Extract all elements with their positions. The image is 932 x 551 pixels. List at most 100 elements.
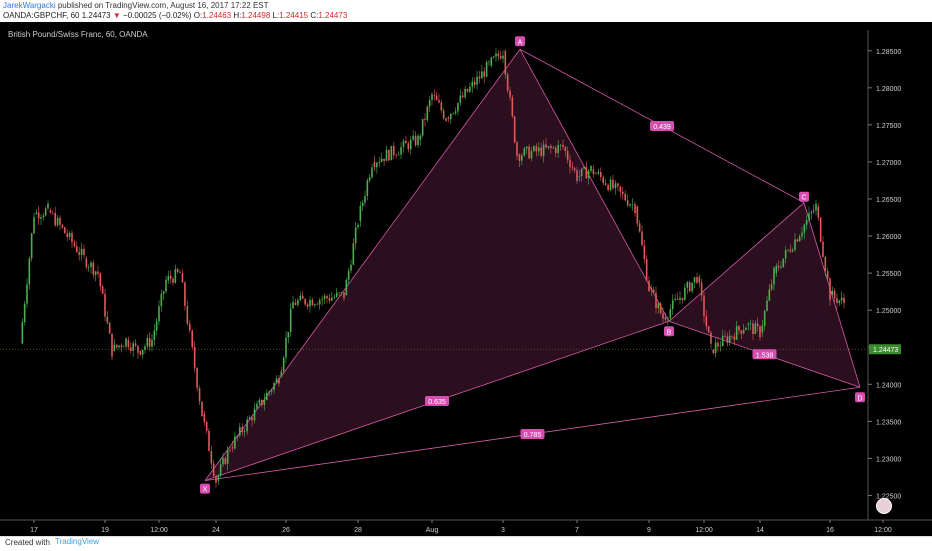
high-label: H: (233, 11, 242, 20)
y-tick-label: 1.23000 (876, 456, 901, 463)
candle-body (506, 74, 509, 91)
candle-body (756, 323, 759, 327)
candle-body (768, 289, 771, 301)
candle-body (139, 350, 142, 355)
author-link[interactable]: JarekWargacki (3, 1, 56, 10)
candle-body (35, 212, 38, 214)
candle-body (523, 148, 526, 156)
candle-body (376, 162, 378, 168)
candle-body (144, 346, 146, 350)
candle-body (224, 458, 227, 464)
candle-body (717, 342, 719, 347)
candle-body (309, 299, 311, 307)
candle-body (165, 279, 167, 292)
candle-body (85, 258, 88, 268)
candle-body (754, 323, 757, 334)
candle-body (304, 298, 306, 305)
candle-body (798, 236, 801, 242)
x-tick-label: 26 (282, 527, 290, 534)
candle-body (392, 145, 395, 156)
candle-body (186, 305, 189, 324)
candle-body (26, 284, 28, 304)
candle-body (80, 248, 83, 255)
candle-body (208, 430, 210, 451)
candle-body (454, 111, 457, 114)
candle-body (181, 273, 184, 283)
price-change: −0.00025 (−0.02%) (123, 11, 192, 20)
candle-body (343, 292, 345, 299)
candle-body (311, 299, 314, 306)
y-tick-label: 1.22500 (876, 493, 901, 500)
close-label: C: (310, 11, 319, 20)
x-tick-label: 19 (101, 527, 109, 534)
candle-body (155, 321, 158, 331)
candle-body (435, 95, 438, 101)
candle-body (801, 232, 803, 237)
candle-body (179, 271, 181, 273)
price-chart[interactable]: 1.28500 1.28000 1.27500 1.27000 1.26500 1.260… (0, 22, 932, 536)
candle-body (696, 277, 698, 283)
candle-body (614, 183, 617, 189)
candle-body (78, 252, 80, 255)
pattern-triangle-bcd (669, 202, 860, 388)
candle-body (810, 211, 813, 214)
candle-body (619, 186, 622, 192)
candle-body (674, 298, 676, 301)
candle-body (719, 346, 722, 347)
candle-body (796, 239, 799, 242)
candle-body (576, 170, 578, 182)
candle-body (68, 232, 71, 237)
candle-body (383, 158, 385, 161)
candle-body (782, 258, 785, 267)
candle-body (731, 335, 733, 337)
candle-body (125, 338, 127, 347)
candle-body (212, 463, 215, 476)
candle-body (681, 297, 684, 300)
chart-settings-icon[interactable] (876, 498, 892, 514)
candle-body (509, 90, 511, 98)
candle-body (545, 144, 547, 148)
candle-body (127, 339, 130, 348)
high-value: 1.24498 (241, 11, 271, 20)
candle-body (407, 143, 410, 150)
candle-body (481, 71, 483, 79)
candle-body (301, 295, 304, 299)
candle-body (745, 327, 747, 331)
pattern-point-badge (855, 392, 865, 403)
candle-body (28, 258, 31, 285)
candle-body (449, 113, 452, 120)
candle-body (445, 118, 447, 121)
candle-body (115, 344, 118, 348)
candle-body (471, 81, 474, 87)
candle-body (566, 151, 569, 160)
candle-body (583, 166, 585, 169)
candle-body (333, 296, 336, 298)
chart-area[interactable]: 1.28500 1.28000 1.27500 1.27000 1.26500 1.260… (0, 22, 932, 536)
candle-body (268, 391, 270, 393)
candle-body (146, 338, 149, 347)
candle-body (426, 106, 429, 120)
y-tick-label: 1.28500 (876, 49, 901, 56)
candle-body (617, 183, 619, 187)
pattern-point-label: X (203, 487, 208, 494)
chart-header: JarekWargacki published on TradingView.c… (0, 0, 932, 22)
candle-body (83, 248, 85, 255)
candle-body (833, 290, 836, 299)
candle-body (789, 249, 792, 252)
tradingview-logo[interactable]: TradingView (55, 537, 100, 546)
candle-body (368, 177, 371, 181)
ratio-badge (650, 120, 674, 131)
candle-body (40, 217, 42, 219)
candle-body (728, 335, 731, 343)
candle-body (61, 224, 64, 228)
candle-body (775, 265, 778, 274)
candle-body (323, 295, 326, 300)
candle-body (390, 145, 393, 161)
candle-body (42, 215, 45, 218)
candle-body (559, 144, 562, 146)
candle-body (763, 310, 766, 326)
candle-body (669, 309, 672, 319)
candle-body (609, 179, 612, 191)
x-tick-label: 28 (354, 527, 362, 534)
candle-body (735, 326, 738, 340)
